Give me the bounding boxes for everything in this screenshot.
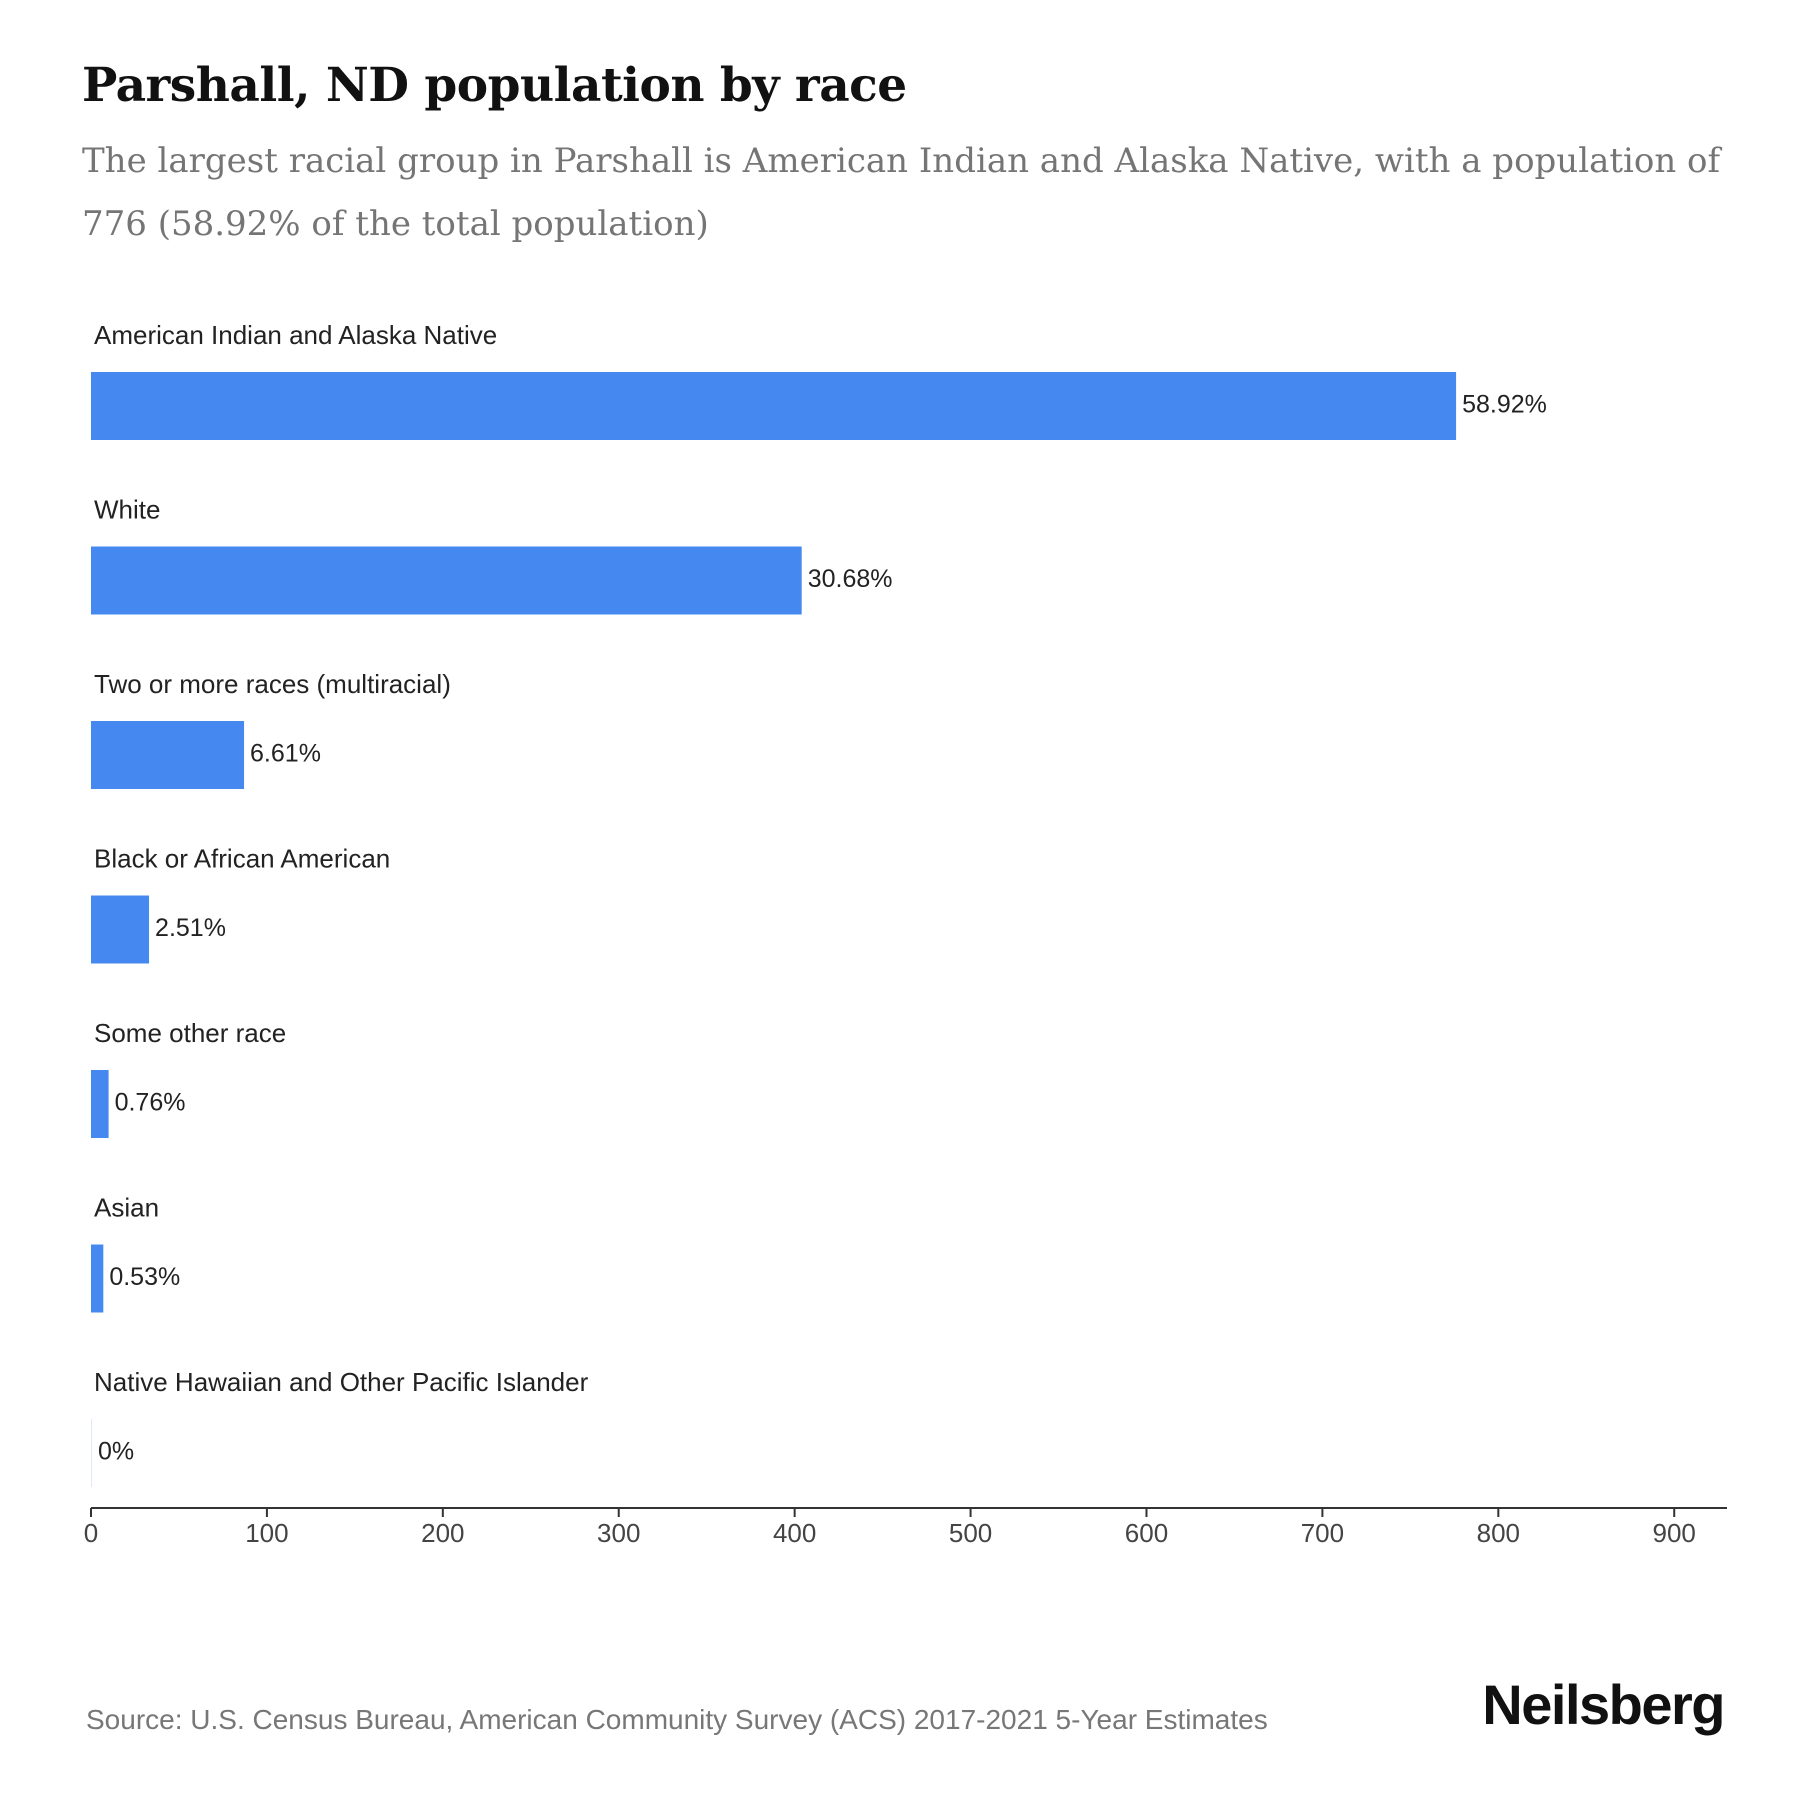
x-tick-label: 300 — [597, 1518, 640, 1548]
bar — [91, 1070, 109, 1138]
x-tick-label: 500 — [949, 1518, 992, 1548]
bar — [91, 895, 150, 964]
x-tick-label: 800 — [1477, 1518, 1520, 1548]
source-note: Source: U.S. Census Bureau, American Com… — [86, 1704, 1268, 1735]
chart-subtitle: The largest racial group in Parshall is … — [82, 141, 1721, 244]
x-tick-label: 600 — [1125, 1518, 1168, 1548]
data-label: 0% — [98, 1438, 134, 1466]
x-tick-label: 900 — [1653, 1518, 1696, 1548]
category-label: American Indian and Alaska Native — [94, 320, 497, 350]
x-tick-label: 0 — [84, 1518, 98, 1548]
data-label: 2.51% — [155, 914, 226, 942]
x-tick-label: 200 — [421, 1518, 464, 1548]
data-label: 58.92% — [1462, 391, 1547, 419]
data-label: 0.76% — [115, 1089, 186, 1117]
category-label: White — [94, 494, 160, 524]
chart-title: Parshall, ND population by race — [82, 58, 907, 113]
data-label: 30.68% — [808, 565, 893, 593]
bar — [91, 721, 245, 789]
brand-logo: Neilsberg — [1482, 1673, 1725, 1736]
bar-chart: American Indian and Alaska Native 58.92% W… — [84, 320, 1727, 1548]
bar — [91, 546, 802, 615]
category-label: Two or more races (multiracial) — [94, 669, 451, 699]
category-label: Native Hawaiian and Other Pacific Island… — [94, 1367, 589, 1397]
x-tick-label: 100 — [245, 1518, 288, 1548]
category-label: Asian — [94, 1192, 159, 1222]
category-label: Black or African American — [94, 843, 390, 873]
x-tick-label: 400 — [773, 1518, 816, 1548]
x-tick-label: 700 — [1301, 1518, 1344, 1548]
data-label: 6.61% — [250, 740, 321, 768]
bar — [91, 372, 1457, 440]
bar — [91, 1419, 92, 1487]
bar — [91, 1244, 104, 1313]
data-label: 0.53% — [109, 1263, 180, 1291]
category-label: Some other race — [94, 1018, 286, 1048]
